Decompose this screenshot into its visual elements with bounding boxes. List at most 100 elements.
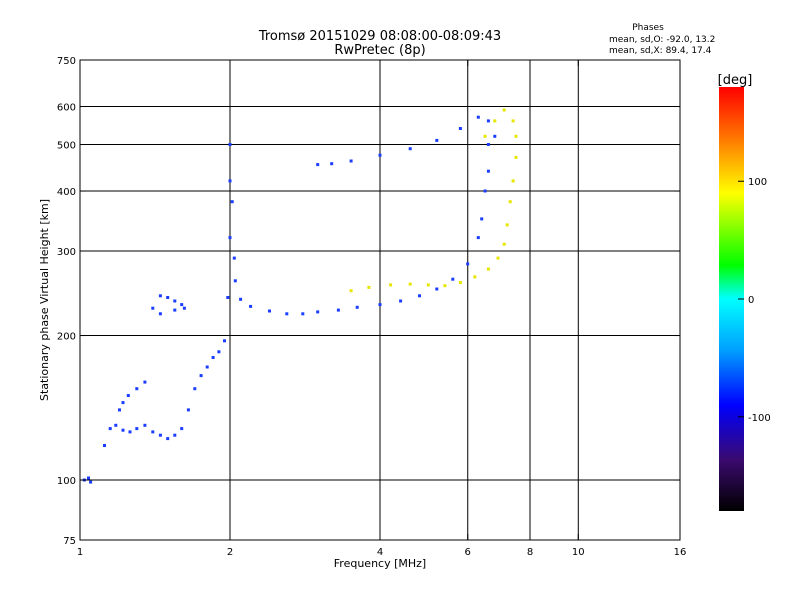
colorbar-tick-label: 0 <box>748 295 754 306</box>
data-point <box>486 169 490 173</box>
data-point <box>511 119 515 123</box>
data-point <box>408 282 412 286</box>
data-point <box>301 312 305 316</box>
data-point <box>121 428 125 432</box>
data-point <box>458 127 462 130</box>
colorbar-ticks: 100 0 -100 <box>738 177 771 424</box>
x-tick-label: 10 <box>572 547 585 558</box>
data-point <box>180 427 184 431</box>
data-point <box>408 147 412 151</box>
data-point <box>205 365 209 369</box>
x-axis-label: Frequency [MHz] <box>334 557 426 570</box>
x-tick-label: 2 <box>227 547 233 558</box>
data-point <box>493 134 497 138</box>
stats-o-line: mean, sd,O: -92.0, 13.2 <box>609 35 715 45</box>
data-point <box>399 299 403 303</box>
data-point <box>418 294 421 298</box>
x-axis: 1 2 4 6 8 10 16 <box>77 60 687 558</box>
data-point <box>226 296 230 299</box>
y-tick-label: 200 <box>57 332 76 343</box>
data-point <box>108 427 112 431</box>
data-point <box>349 159 353 163</box>
data-point <box>336 308 340 312</box>
grid-lines <box>80 60 680 540</box>
y-tick-label: 400 <box>57 187 76 198</box>
data-point <box>378 303 382 307</box>
data-point <box>199 374 203 378</box>
data-point <box>466 262 470 266</box>
x-tick-label: 1 <box>77 547 83 558</box>
data-point <box>349 289 353 293</box>
data-point <box>230 200 234 204</box>
data-point <box>158 433 162 437</box>
data-point <box>316 163 320 167</box>
colorbar-tick-label: -100 <box>748 413 771 424</box>
data-point <box>158 294 162 298</box>
data-point <box>451 277 455 281</box>
data-point <box>508 200 512 204</box>
x-tick-label: 16 <box>674 547 687 558</box>
data-point <box>186 408 190 412</box>
data-point <box>496 256 500 260</box>
data-point <box>443 284 447 288</box>
data-point <box>330 162 334 166</box>
data-point <box>435 287 439 291</box>
data-point <box>389 283 393 287</box>
data-point <box>228 143 232 146</box>
colorbar-label: [deg] <box>718 73 753 88</box>
chart-subtitle: RwPretec (8p) <box>334 43 425 58</box>
stats-x-line: mean, sd,X: 89.4, 17.4 <box>609 46 712 56</box>
data-point <box>486 267 490 271</box>
data-point <box>458 281 462 284</box>
y-axis: 75 100 200 300 400 500 600 750 <box>57 56 680 547</box>
data-point <box>483 189 487 193</box>
chart-title: Tromsø 20151029 08:08:00-08:09:43 <box>258 29 501 44</box>
data-point <box>493 119 497 123</box>
data-point <box>135 387 139 391</box>
data-point <box>223 339 226 343</box>
data-point <box>514 155 518 159</box>
data-point <box>486 143 490 146</box>
y-tick-label: 750 <box>57 56 76 67</box>
data-point <box>514 134 518 138</box>
data-point <box>239 297 243 301</box>
data-point <box>173 299 177 303</box>
data-point <box>217 350 221 354</box>
data-point <box>151 306 155 310</box>
data-point <box>87 476 90 480</box>
data-point <box>476 115 480 119</box>
data-point <box>367 285 371 289</box>
data-point <box>378 153 382 157</box>
data-point <box>511 179 515 183</box>
data-point <box>114 423 118 427</box>
data-point <box>249 304 253 308</box>
data-point <box>158 312 162 316</box>
stats-heading: Phases <box>632 23 664 33</box>
data-point <box>426 283 430 287</box>
y-tick-label: 500 <box>57 141 76 152</box>
y-tick-label: 100 <box>57 476 76 487</box>
data-point <box>89 480 93 484</box>
colorbar-tick-label: 100 <box>748 177 767 188</box>
data-point <box>486 119 490 123</box>
data-point <box>233 279 237 283</box>
data-point <box>232 256 236 260</box>
y-axis-label: Stationary phase Virtual Height [km] <box>38 199 51 401</box>
data-point <box>228 179 232 183</box>
data-point <box>228 236 232 240</box>
data-point <box>121 401 125 405</box>
data-points <box>82 108 518 484</box>
data-point <box>316 310 320 314</box>
data-point <box>173 433 177 437</box>
data-point <box>151 430 155 434</box>
data-point <box>211 356 215 359</box>
y-tick-label: 75 <box>63 536 76 547</box>
data-point <box>143 380 147 384</box>
data-point <box>480 217 484 221</box>
data-point <box>435 138 439 142</box>
data-point <box>268 309 271 313</box>
data-point <box>166 437 170 441</box>
data-point <box>473 275 477 279</box>
y-tick-label: 300 <box>57 247 76 258</box>
